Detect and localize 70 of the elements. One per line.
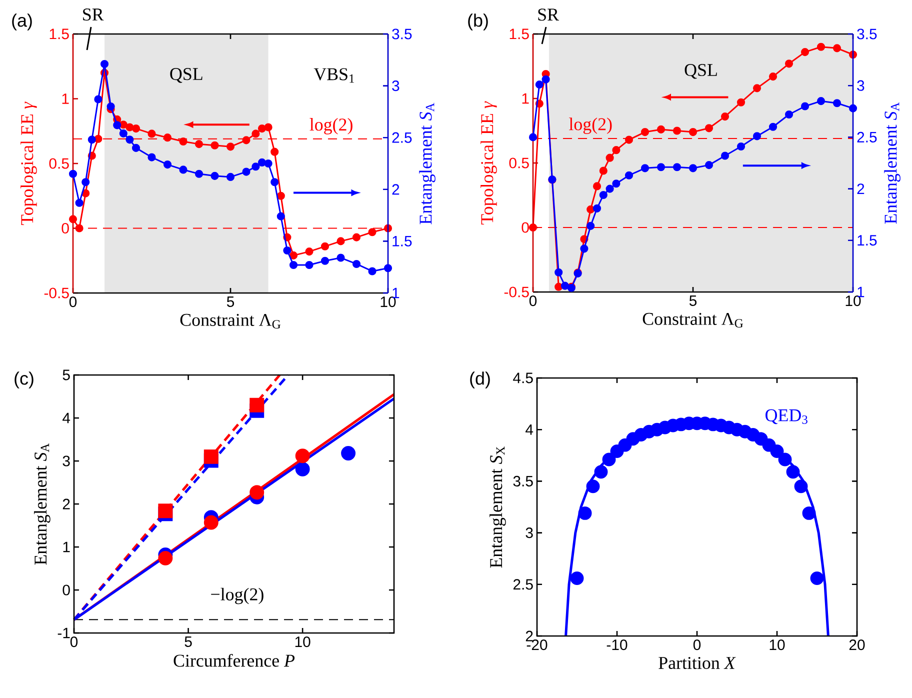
- y-tick-label: 3: [62, 456, 70, 466]
- annotation: VBS$_{1}$: [314, 68, 354, 83]
- y2-tick-label: 1.5: [392, 236, 412, 246]
- y-tick-label: 0: [522, 222, 529, 233]
- ref-line-label: log(2): [310, 118, 352, 134]
- x-axis-title: Constraint Λ$_{G}$: [180, 314, 280, 329]
- y2-tick-label: 2: [857, 184, 864, 194]
- y-tick-label: 0.5: [509, 158, 529, 168]
- y2-tick-label: 2.5: [392, 132, 412, 143]
- x-tick-label: 5: [226, 296, 234, 307]
- x-axis-title: Constraint Λ$_{G}$: [642, 312, 743, 328]
- x-tick-label: -10: [606, 640, 628, 650]
- y-tick-label: 1.5: [50, 28, 69, 40]
- x-tick-label: 5: [184, 636, 192, 647]
- y-tick-label: 2.5: [513, 579, 533, 590]
- y-tick-label: 4: [62, 412, 70, 424]
- annotation: QED$_{3}$: [766, 409, 808, 424]
- y2-tick-label: 3: [857, 80, 864, 91]
- y-axis-title: Entanglement S$_{X}$: [490, 446, 506, 568]
- x-tick-label: 10: [846, 296, 861, 306]
- y-tick-label: 0.5: [49, 158, 69, 169]
- y-axis-title: Entanglement S$_{A}$: [34, 443, 50, 565]
- chart-title: (d): [470, 372, 490, 388]
- y-axis-title: Topological EE γ: [20, 102, 37, 226]
- y2-tick-label: 3: [392, 80, 400, 92]
- y-tick-label: 4.5: [513, 372, 533, 384]
- y-tick-label: -1: [58, 628, 70, 638]
- y2-tick-label: 1: [392, 288, 400, 298]
- x-tick-label: 0: [70, 636, 78, 648]
- y2-axis-title: Entanglement S$_{A}$: [884, 102, 900, 224]
- y-axis-title: Topological EE γ: [480, 101, 497, 225]
- y2-tick-label: 3.5: [857, 28, 877, 40]
- text: SR: [83, 8, 104, 21]
- y-tick-label: 2: [62, 498, 70, 510]
- ref-line-label: log(2): [569, 118, 612, 134]
- x-tick-label: 20: [849, 640, 865, 650]
- y-tick-label: 4: [526, 424, 534, 435]
- y2-tick-label: 2: [392, 184, 400, 195]
- text: SR: [538, 8, 559, 21]
- x-axis-title: Circumference P: [174, 654, 295, 667]
- chart-title: (c): [14, 372, 34, 388]
- y-tick-label: 2: [526, 630, 533, 642]
- y-tick-label: 1: [522, 93, 529, 104]
- y-tick-label: 1.5: [510, 28, 529, 40]
- y2-axis-title: Entanglement S$_{A}$: [419, 102, 436, 224]
- y-tick-label: 5: [62, 370, 70, 380]
- x-tick-label: 10: [380, 296, 396, 308]
- y-tick-label: 3.5: [513, 476, 533, 486]
- x-tick-label: 10: [770, 640, 785, 650]
- band-label: QSL: [170, 68, 202, 83]
- y2-tick-label: 1: [858, 286, 864, 298]
- y-tick-label: -0.5: [44, 288, 69, 298]
- y2-tick-label: 2.5: [857, 132, 877, 142]
- x-tick-label: 10: [295, 636, 310, 648]
- chart-title: (b): [468, 14, 488, 30]
- y-tick-label: 0: [62, 222, 69, 234]
- y2-tick-label: 1.5: [858, 235, 877, 246]
- band-label: QSL: [684, 64, 717, 79]
- y-tick-label: 1: [62, 94, 69, 104]
- x-axis-title: Partition X: [658, 656, 736, 669]
- y-tick-label: 1: [63, 542, 70, 552]
- chart-title: (a): [12, 14, 32, 30]
- x-tick-label: 5: [689, 296, 697, 306]
- y-tick-label: 3: [526, 528, 533, 538]
- y-tick-label: -0.5: [504, 286, 529, 298]
- x-tick-label: -20: [526, 640, 548, 650]
- x-tick-label: 0: [693, 640, 701, 650]
- y2-tick-label: 3.5: [392, 28, 412, 40]
- y-tick-label: 0: [62, 584, 70, 596]
- ref-line-label: −log(2): [211, 588, 264, 604]
